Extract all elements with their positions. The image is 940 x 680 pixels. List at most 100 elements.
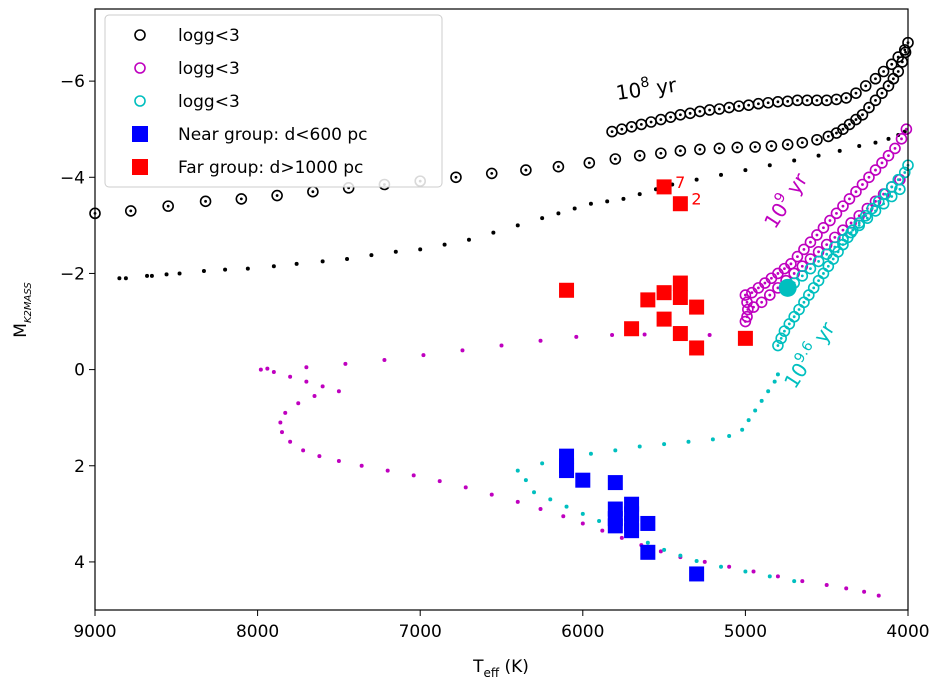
isochrone-2-giant-point-center [874, 209, 877, 213]
isochrone-2-dwarf-point [613, 448, 618, 453]
isochrone-1-dwarf-point [288, 439, 293, 444]
isochrone-0-dwarf-point [556, 211, 561, 216]
isochrone-0-giant-point [674, 145, 687, 157]
isochrone-2-dwarf-point [746, 418, 751, 423]
isochrone-0-giant-point-center [630, 125, 633, 129]
isochrone-0-dwarf-point [694, 177, 699, 182]
isochrone-2-dwarf-point [694, 558, 699, 563]
isochrone-2-giant-point [877, 197, 890, 210]
isochrone-1-giant-point-center [783, 267, 786, 271]
isochrone-0-giant-point-center [737, 104, 741, 108]
isochrone-1-giant-point [882, 149, 895, 162]
isochrone-2-giant-point-center [896, 178, 900, 182]
isochrone-0-giant-point-center [727, 106, 731, 109]
isochrone-2-giant-point-center [833, 245, 837, 249]
isochrone-1-dwarf-point [271, 370, 276, 375]
isochrone-1-giant-point-center [833, 235, 837, 239]
isochrone-0-dwarf-point [873, 140, 878, 145]
isochrone-0-dwarf-point [145, 273, 150, 278]
isochrone-0-giant-point-center [678, 149, 682, 153]
isochrone-2-giant-point-center [826, 264, 830, 268]
isochrone-0-dwarf-point [540, 216, 545, 221]
isochrone-0-dwarf-point [223, 267, 228, 272]
isochrone-1-dwarf-point [538, 507, 543, 512]
y-tick-label: 4 [74, 553, 85, 573]
isochrone-0-giant-point-center [454, 175, 458, 179]
isochrone-2-dwarf-point [772, 379, 777, 384]
isochrone-2-dwarf-point [678, 553, 683, 558]
isochrone-1-dwarf-point [385, 468, 390, 473]
legend-square-marker [132, 159, 148, 175]
isochrone-0-giant-point [765, 140, 778, 152]
isochrone-2-giant-point-center [849, 231, 853, 234]
isochrone-0-giant-point-center [669, 115, 673, 119]
isochrone-1-giant-point-center [750, 291, 754, 295]
far-group-star [656, 285, 672, 301]
isochrone-1-dwarf-point [304, 365, 309, 370]
x-tick-label: 7000 [399, 622, 442, 642]
isochrone-0-giant-point-center [613, 157, 617, 161]
isochrone-1-giant-point [739, 315, 752, 328]
isochrone-0-giant-point-center [639, 122, 643, 126]
isochrone-0-giant-point [892, 65, 905, 78]
isochrone-1-dwarf-point [707, 332, 712, 337]
isochrone-1-giant-point [755, 296, 768, 309]
isochrone-2-giant-point-center [851, 228, 855, 232]
isochrone-1-dwarf-point [580, 521, 585, 526]
isochrone-2-giant-point-center [890, 195, 894, 198]
isochrone-1-giant-point [742, 303, 754, 316]
isochrone-0-giant-point [876, 87, 888, 99]
isochrone-1-dwarf-point [463, 485, 468, 490]
isochrone-0-dwarf-point [588, 201, 593, 206]
isochrone-0-giant-point-center [166, 204, 170, 208]
isochrone-0-giant-point-center [841, 127, 845, 131]
isochrone-2-giant-point [804, 262, 817, 275]
isochrone-2-giant-point [812, 255, 825, 268]
isochrone-1-giant-point-center [809, 257, 812, 261]
y-tick-label: 2 [74, 457, 85, 477]
isochrone-1-dwarf-point [561, 514, 566, 519]
isochrone-0-giant-point-center [896, 55, 900, 59]
isochrone-0-giant-point [633, 149, 646, 162]
isochrone-2-giant-point-center [817, 260, 820, 263]
far-group-star [656, 311, 672, 327]
isochrone-1-dwarf-point [343, 361, 348, 366]
isochrone-1-giant-point [741, 310, 753, 323]
isochrone-0-giant-point [271, 189, 283, 202]
isochrone-0-giant-point [796, 136, 809, 149]
isochrone-0-dwarf-point [837, 148, 842, 153]
isochrone-1-dwarf-point [538, 338, 543, 343]
isochrone-1-dwarf-point [283, 410, 288, 415]
legend-label: logg<3 [178, 59, 240, 79]
isochrone-0-giant-point-center [904, 50, 907, 54]
isochrone-1-giant-point [739, 289, 752, 301]
isochrone-2-dwarf-point [662, 547, 667, 552]
isochrone-1-giant-point-center [757, 286, 760, 290]
isochrone-1-giant-point-center [841, 228, 845, 232]
isochrone-0-giant-point-center [678, 113, 682, 117]
isochrone-0 [89, 36, 914, 281]
isochrone-0-giant-point-center [891, 77, 895, 81]
isochrone-0-giant-point-center [844, 96, 848, 100]
near-group-star [640, 515, 656, 531]
isochrone-0-dwarf-point [857, 144, 862, 149]
isochrone-1-giant-point-center [828, 219, 832, 222]
isochrone-2-giant-point [861, 212, 874, 224]
isochrone-0-giant-point-center [747, 103, 751, 107]
isochrone-2-giant-point-center [883, 192, 887, 196]
isochrone-0-giant-point [869, 72, 882, 85]
legend-entry: logg<3 [134, 59, 240, 79]
isochrone-0-giant-point-center [524, 168, 528, 172]
y-tick-label: −6 [60, 72, 85, 92]
isochrone-2-giant-point-center [809, 267, 812, 271]
isochrone-1-giant-point [837, 200, 849, 212]
isochrone-0-giant-point [892, 51, 905, 63]
isochrone-2-giant-point-center [857, 221, 861, 225]
isochrone-0-giant-point-center [757, 102, 760, 106]
isochrone-1-giant-point [856, 178, 869, 191]
isochrone-0-giant-point-center [835, 97, 838, 101]
isochrone-1-dwarf-point [421, 353, 426, 358]
isochrone-1-dwarf-point [642, 332, 647, 337]
isochrone-0-giant-point [583, 157, 596, 169]
isochrone-1-giant-point-center [857, 214, 861, 218]
